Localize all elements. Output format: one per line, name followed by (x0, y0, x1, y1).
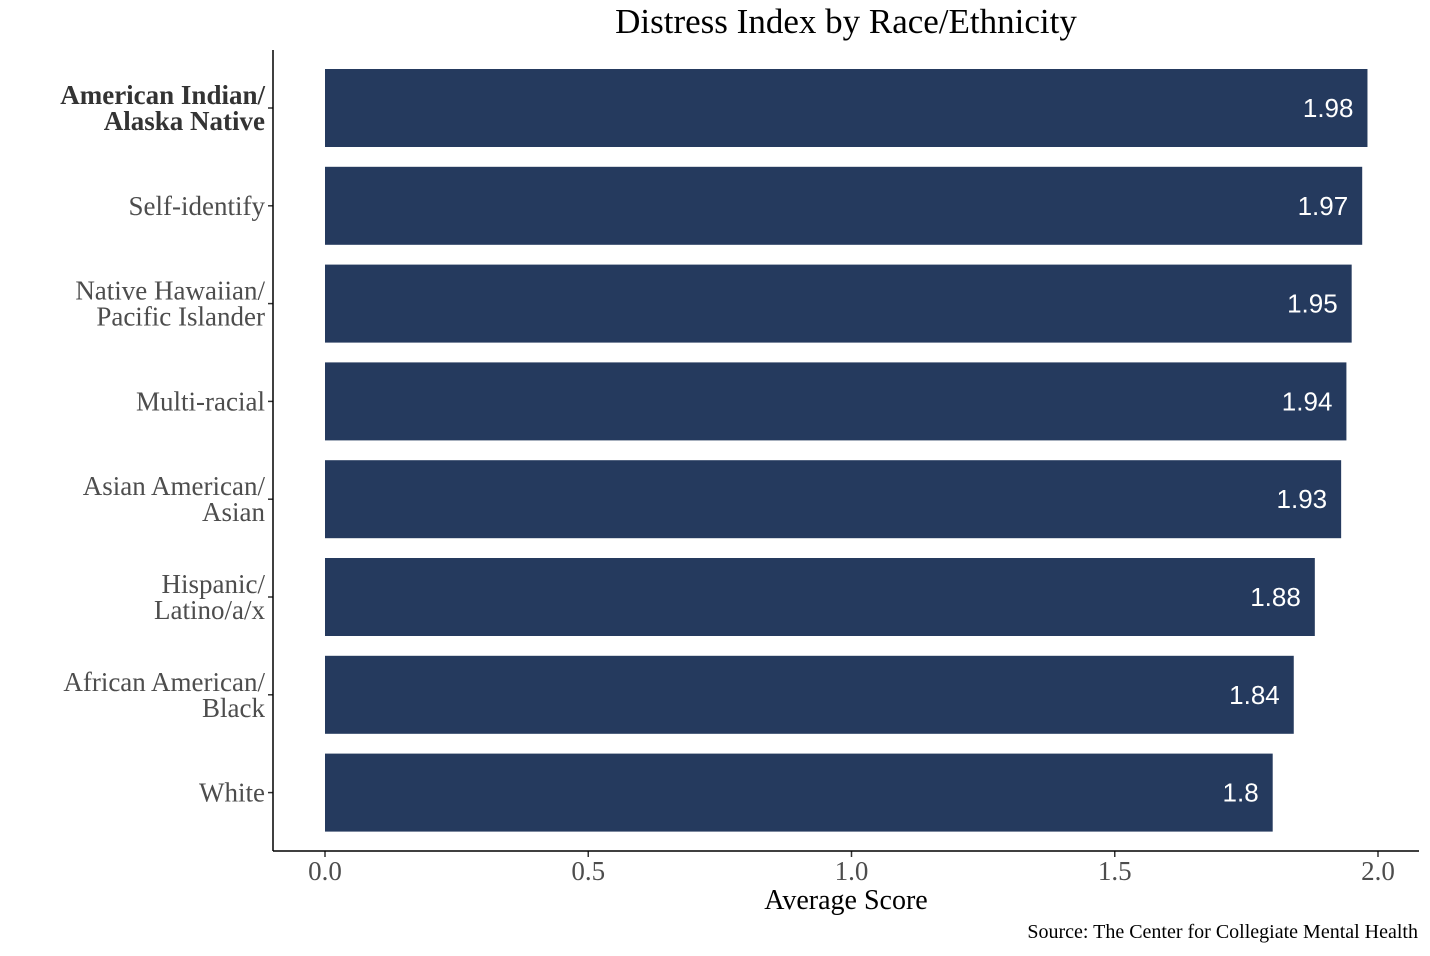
source-note: Source: The Center for Collegiate Mental… (1027, 921, 1418, 943)
x-tick-label: 2.0 (1361, 856, 1395, 886)
x-tick-label: 1.0 (835, 856, 869, 886)
category-label: Native Hawaiian/ (75, 276, 265, 306)
bar-value-label: 1.95 (1287, 289, 1338, 319)
category-label: White (199, 778, 265, 808)
bar (325, 69, 1368, 147)
axis-ticks: 0.0 0.5 1.0 1.5 2.0 (268, 107, 1395, 886)
bars-group: 1.98 1.97 1.95 1.94 1.93 1.88 1.84 1.8 (325, 69, 1368, 832)
category-label: Asian (202, 497, 265, 527)
category-label: Latino/a/x (154, 595, 265, 625)
bar (325, 753, 1273, 832)
bar (325, 460, 1342, 539)
x-tick-label: 0.0 (308, 856, 342, 886)
bar-value-label: 1.8 (1223, 778, 1259, 808)
bar (325, 264, 1352, 343)
category-label: Alaska Native (104, 106, 265, 136)
bar-value-label: 1.94 (1282, 386, 1333, 416)
category-label: Pacific Islander (96, 302, 265, 332)
bar (325, 362, 1347, 441)
category-label: Black (202, 693, 265, 723)
bar-value-label: 1.88 (1250, 582, 1301, 612)
bar-value-label: 1.84 (1229, 680, 1280, 710)
category-labels: American Indian/Alaska Native Self-identi… (60, 80, 265, 808)
category-label: African American/ (63, 667, 265, 697)
category-label: Self-identify (129, 191, 266, 221)
bar (325, 166, 1363, 245)
category-label: Multi-racial (136, 386, 265, 416)
category-label: American Indian/ (60, 80, 265, 110)
x-axis-title: Average Score (764, 885, 928, 916)
chart-title: Distress Index by Race/Ethnicity (615, 2, 1077, 41)
bar-value-label: 1.93 (1277, 484, 1328, 514)
category-label: Asian American/ (83, 471, 266, 501)
bar (325, 558, 1315, 636)
category-label: Hispanic/ (162, 569, 266, 599)
bar-value-label: 1.98 (1303, 93, 1354, 123)
bar (325, 655, 1294, 734)
bar-value-label: 1.97 (1298, 191, 1349, 221)
x-tick-label: 1.5 (1098, 856, 1132, 886)
x-tick-label: 0.5 (571, 856, 605, 886)
